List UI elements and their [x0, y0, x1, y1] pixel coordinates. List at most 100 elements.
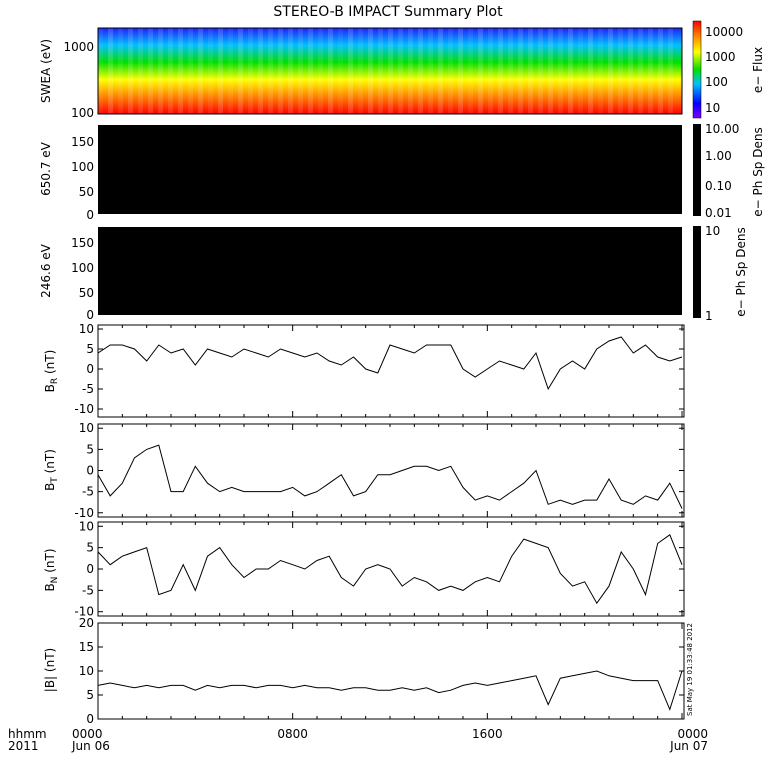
- ph650-ylabel: 650.7 eV: [39, 141, 53, 196]
- ph650-ytick-100: 100: [71, 160, 94, 174]
- swea-heatmap-stripe: [498, 28, 503, 114]
- swea-heatmap-stripe: [448, 28, 453, 114]
- swea-heatmap-stripe: [308, 28, 313, 114]
- swea-cb-tick-10: 10: [705, 101, 720, 115]
- br-frame: [97, 324, 685, 418]
- swea-heatmap-stripe: [258, 28, 263, 114]
- x-axis-label-year: 2011: [8, 739, 39, 753]
- bn-y-axis: 10 5 0 -5 -10: [74, 519, 684, 619]
- swea-heatmap-stripe: [578, 28, 583, 114]
- x-tick-label: 1600: [472, 727, 503, 741]
- swea-heatmap-stripe: [378, 28, 383, 114]
- ph650-cb-tick-0p1: 0.10: [705, 179, 732, 193]
- br-ytick-label: 0: [86, 362, 94, 376]
- swea-heatmap-stripe: [238, 28, 243, 114]
- swea-heatmap-stripe: [428, 28, 433, 114]
- ph246-ytick-100: 100: [71, 261, 94, 275]
- bn-ytick-label: 10: [79, 519, 94, 533]
- swea-ytick-100: 100: [71, 106, 94, 120]
- swea-heatmap-stripe: [118, 28, 123, 114]
- bmag-series: [97, 670, 683, 711]
- bn-panel: BN (nT) 10 5 0 -5 -10: [43, 519, 685, 619]
- swea-heatmap-stripe: [288, 28, 293, 114]
- ph246-ytick-50: 50: [79, 286, 94, 300]
- bmag-ylabel: |B| (nT): [43, 648, 57, 692]
- swea-heatmap-stripe: [568, 28, 573, 114]
- bn-data-line: [97, 534, 683, 605]
- swea-heatmap-stripe: [468, 28, 473, 114]
- br-ytick-label: 5: [86, 342, 94, 356]
- swea-heatmap-stripe: [218, 28, 223, 114]
- swea-heatmap-stripe: [198, 28, 203, 114]
- swea-heatmap-stripe: [558, 28, 563, 114]
- bt-ytick-label: -10: [74, 506, 94, 520]
- br-ytick-label: 10: [79, 322, 94, 336]
- swea-heatmap-stripe: [298, 28, 303, 114]
- bt-data-line: [97, 444, 683, 509]
- ph246-ylabel: 246.6 eV: [39, 243, 53, 298]
- bn-ylabel: BN (nT): [43, 548, 60, 591]
- ph650-cb-tick-10: 10.00: [705, 122, 739, 136]
- ph246-cb-tick-10: 10: [705, 224, 720, 238]
- ph246-panel: 246.6 eV 150 100 50 0 10 1 e− Ph Sp Dens: [39, 224, 748, 323]
- bn-ytick-label: -5: [82, 583, 94, 597]
- swea-heatmap-stripe: [178, 28, 183, 114]
- swea-heatmap-stripe: [148, 28, 153, 114]
- swea-heatmap-stripe: [398, 28, 403, 114]
- swea-heatmap-stripe: [158, 28, 163, 114]
- x-tick-date-label: Jun 06: [71, 739, 110, 753]
- swea-ylabel: SWEA (eV): [39, 39, 53, 103]
- br-series: [97, 336, 683, 391]
- bn-series: [97, 534, 683, 605]
- swea-cb-tick-100: 100: [705, 75, 728, 89]
- swea-heatmap-stripe: [408, 28, 413, 114]
- swea-heatmap-stripe: [268, 28, 273, 114]
- swea-heatmap-stripe: [338, 28, 343, 114]
- swea-heatmap-stripe: [628, 28, 633, 114]
- swea-heatmap-stripe: [478, 28, 483, 114]
- bmag-ytick-label: 0: [86, 712, 94, 726]
- swea-heatmap-stripe: [508, 28, 513, 114]
- ph650-heatmap: [98, 125, 682, 214]
- bt-frame: [97, 423, 685, 518]
- ph650-ytick-50: 50: [79, 185, 94, 199]
- swea-heatmap-stripe: [248, 28, 253, 114]
- bt-panel: BT (nT) 10 5 0 -5 -10: [43, 421, 685, 520]
- x-tick-label: 0000: [677, 727, 708, 741]
- bmag-ytick-label: 20: [79, 616, 94, 630]
- bmag-y-axis: 20 15 10 5 0: [79, 616, 684, 726]
- swea-heatmap-stripe: [658, 28, 663, 114]
- bt-ytick-label: 0: [86, 464, 94, 478]
- br-data-line: [97, 336, 683, 391]
- ph650-cb-label: e− Ph Sp Dens: [751, 127, 765, 216]
- ph650-cb-tick-0p01: 0.01: [705, 206, 732, 220]
- bmag-ytick-label: 10: [79, 664, 94, 678]
- swea-heatmap-stripe: [328, 28, 333, 114]
- swea-heatmap-stripe: [598, 28, 603, 114]
- ph650-ytick-0: 0: [86, 208, 94, 222]
- swea-cb-tick-1000: 1000: [705, 50, 736, 64]
- swea-heatmap-stripe: [358, 28, 363, 114]
- swea-heatmap-stripe: [608, 28, 613, 114]
- swea-heatmap-stripe: [528, 28, 533, 114]
- bt-ytick-label: 10: [79, 421, 94, 435]
- swea-heatmap-stripe: [648, 28, 653, 114]
- bmag-ytick-label: 15: [79, 640, 94, 654]
- ph246-ytick-0: 0: [86, 308, 94, 322]
- swea-cb-tick-10000: 10000: [705, 25, 743, 39]
- swea-heatmap-stripe: [418, 28, 423, 114]
- swea-heatmap-stripe: [108, 28, 113, 114]
- bn-ytick-label: -10: [74, 605, 94, 619]
- ph246-cb-tick-1: 1: [705, 309, 713, 323]
- ph650-colorbar: [693, 124, 701, 216]
- bt-ylabel: BT (nT): [43, 449, 60, 491]
- bn-ytick-label: 5: [86, 541, 94, 555]
- ph246-heatmap: [98, 227, 682, 315]
- bmag-ytick-label: 5: [86, 688, 94, 702]
- swea-heatmap-stripe: [588, 28, 593, 114]
- swea-heatmap-stripe: [488, 28, 493, 114]
- swea-heatmap-stripe: [538, 28, 543, 114]
- swea-heatmap-stripe: [388, 28, 393, 114]
